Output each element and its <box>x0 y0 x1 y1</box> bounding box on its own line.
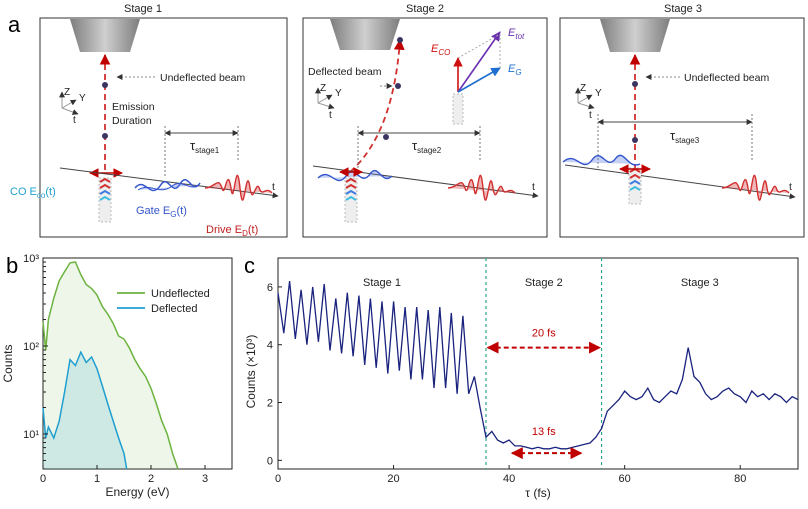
plot-frame <box>277 257 799 470</box>
stage2-t-label: t <box>532 181 535 193</box>
electron-dot <box>395 83 401 89</box>
stage-label: Stage 2 <box>525 277 563 289</box>
streak-trace-chart: Stage 1 Stage 2 Stage 3 0 20 40 60 80 0 2 4 6 τ (fs)… <box>244 257 799 500</box>
x-tick-label: 60 <box>619 473 631 485</box>
x-axis-label: Energy (eV) <box>105 485 169 499</box>
stage2-tau: τstage2 <box>412 138 442 155</box>
series-line-1 <box>42 350 128 470</box>
emission-line1: Emission <box>112 101 155 113</box>
x-axis-label: τ (fs) <box>525 486 550 500</box>
electron-dot <box>383 134 389 140</box>
legend-label: Deflected <box>151 303 197 315</box>
stage1-tau: τstage1 <box>190 138 220 155</box>
series-area-1 <box>43 352 127 469</box>
stage2-panel: Deflected beam Z Y t ECO Etot EG τstage2… <box>302 17 548 238</box>
co-field-column <box>344 177 358 223</box>
x-tick-label: 2 <box>148 473 154 485</box>
stage3-t-label: t <box>789 181 792 193</box>
axis-t-label: t <box>589 110 592 121</box>
annotation-label-20fs: 20 fs <box>532 328 556 340</box>
axis-y-label: Y <box>595 88 602 99</box>
electron-dot <box>397 37 403 43</box>
spectrum-chart: 0 1 2 3 10¹ 10² 10³ Energy (eV) Counts Undeflecte… <box>1 253 233 499</box>
axis-z-label: Z <box>580 83 586 94</box>
panel-a-label: a <box>8 12 21 37</box>
stage2-beam-label: Deflected beam <box>308 66 382 78</box>
stage3-beam-label: Undeflected beam <box>684 72 769 84</box>
electron-dot <box>102 82 108 88</box>
gate-label: Gate EG(t) <box>136 205 187 219</box>
co-field-column <box>628 167 642 205</box>
axis-y-label: Y <box>79 93 86 104</box>
stage-label: Stage 3 <box>681 277 719 289</box>
x-tick-label: 1 <box>94 473 100 485</box>
annotation-label-13fs: 13 fs <box>532 426 556 438</box>
time-axis <box>59 167 279 199</box>
stage1-t-label: t <box>272 181 275 193</box>
x-tick-label: 3 <box>202 473 208 485</box>
vec-co-label: ECO <box>431 43 450 57</box>
y-tick-label: 10² <box>23 341 39 353</box>
vec-g-label: EG <box>508 63 522 77</box>
stage3-axes-icon <box>575 87 595 110</box>
co-field-column <box>98 177 112 223</box>
stage-label: Stage 1 <box>363 277 401 289</box>
gate-wave-fill <box>137 182 199 191</box>
axis-z-label: Z <box>320 83 326 94</box>
vec-tot-label: Etot <box>508 27 525 41</box>
y-axis-label: Counts (×10³) <box>244 335 258 409</box>
trace-line <box>277 281 799 450</box>
electron-dot <box>102 133 108 139</box>
series-area-0 <box>43 262 178 469</box>
time-axis <box>564 164 796 200</box>
electron-dot <box>632 81 638 87</box>
y-tick-label: 0 <box>267 455 273 467</box>
y-tick-label: 10¹ <box>23 429 39 441</box>
drive-wave <box>447 174 516 201</box>
stage3-panel: Undeflected beam Z Y t τstage3 t <box>559 17 805 238</box>
stage1-title: Stage 1 <box>124 3 162 15</box>
y-tick-label: 4 <box>267 340 273 352</box>
x-tick-label: 40 <box>503 473 515 485</box>
axis-z-label: Z <box>64 87 70 98</box>
field-vector-inset <box>452 31 501 125</box>
axis-t-label: t <box>329 110 332 121</box>
drive-wave <box>204 174 273 201</box>
stage3-title: Stage 3 <box>664 3 702 15</box>
y-tick-label: 2 <box>267 398 273 410</box>
y-tick-label: 10³ <box>23 253 39 265</box>
y-tick-label: 6 <box>267 282 273 294</box>
drive-wave <box>721 174 790 201</box>
gate-wave <box>562 154 641 166</box>
axis-t-label: t <box>73 115 76 126</box>
emitter-tip <box>330 19 400 50</box>
electron-dot <box>632 137 638 143</box>
drive-label: Drive ED(t) <box>206 224 258 238</box>
emitter-tip <box>70 19 140 52</box>
x-tick-label: 20 <box>387 473 399 485</box>
panel-b-label: b <box>6 253 18 278</box>
stage2-title: Stage 2 <box>406 3 444 15</box>
legend-label: Undeflected <box>151 288 210 300</box>
x-tick-label: 0 <box>275 473 281 485</box>
stage1-frame <box>39 17 288 238</box>
emission-line2: Duration <box>112 115 152 127</box>
stage2-frame <box>302 17 548 238</box>
x-tick-label: 80 <box>734 473 746 485</box>
y-axis-label: Counts <box>1 344 15 382</box>
stage1-panel: Undeflected beam Z Y t Emission Duration… <box>10 17 288 238</box>
x-tick-label: 0 <box>40 473 46 485</box>
panel-c-label: c <box>244 253 255 278</box>
series-line-0 <box>42 261 179 470</box>
emitter-tip <box>600 19 670 52</box>
axis-y-label: Y <box>335 88 342 99</box>
stage3-tau: τstage3 <box>670 128 700 145</box>
co-label: CO Eco(t) <box>10 186 56 200</box>
stage1-beam-label: Undeflected beam <box>160 72 245 84</box>
plot-frame <box>42 257 233 470</box>
stage3-frame <box>559 17 805 238</box>
stage2-axes-icon <box>315 87 335 110</box>
stage1-axes-icon <box>59 91 79 115</box>
